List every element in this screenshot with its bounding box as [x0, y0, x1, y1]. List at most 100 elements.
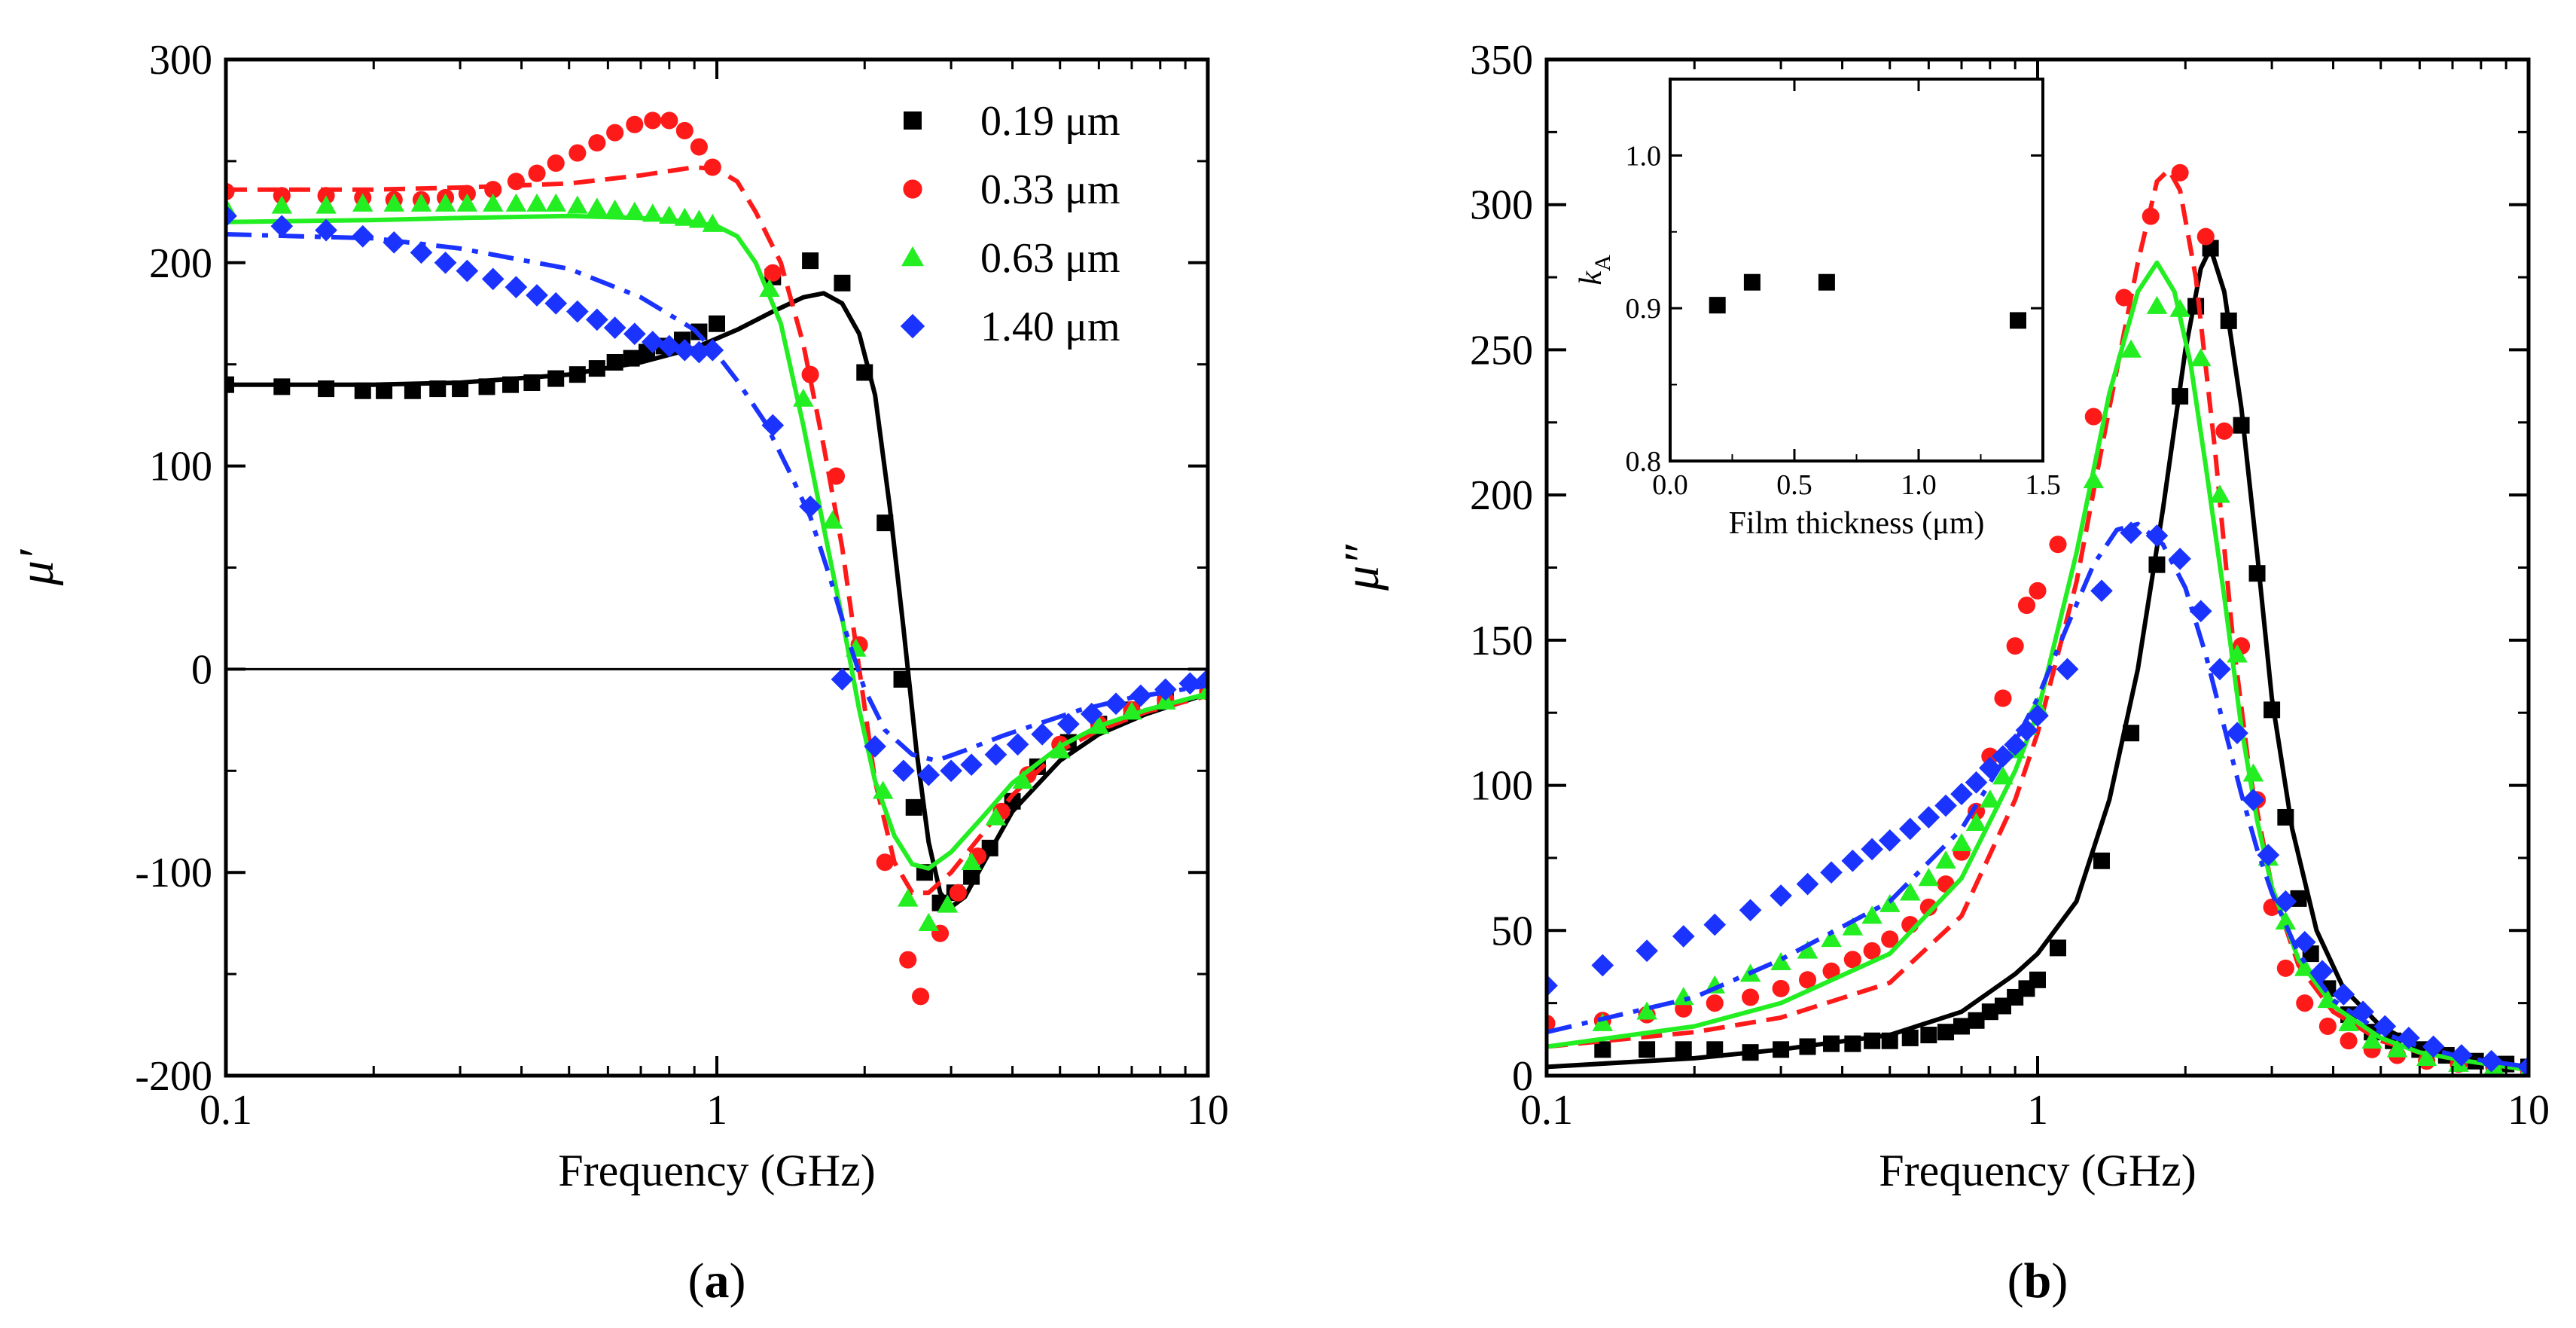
data-point: [2093, 852, 2110, 869]
data-point: [827, 467, 846, 485]
data-point: [1547, 1015, 1556, 1033]
data-point: [673, 338, 697, 362]
chart-panel-a: 0.1 1 10 -200 -100 0 100 200 300 Frequency (GHz) μ…: [9, 37, 1229, 1308]
data-point: [709, 315, 725, 332]
panel-paren-open: (: [688, 1253, 705, 1308]
panel-paren-open: (: [2007, 1253, 2024, 1308]
series-fit-line: [226, 165, 1208, 896]
data-point: [528, 164, 546, 182]
plot-area: [1547, 163, 2529, 1076]
data-point: [502, 376, 520, 393]
data-point: [1861, 905, 1882, 924]
series-140-group: [1547, 521, 2529, 1076]
panel-paren-close: ): [2051, 1253, 2068, 1308]
series-fit-line: [1547, 260, 2529, 1073]
data-point: [1898, 817, 1922, 841]
data-point: [2373, 1015, 2397, 1038]
data-point: [481, 267, 505, 291]
data-point: [918, 912, 939, 931]
data-point: [2277, 808, 2294, 826]
data-point: [226, 376, 234, 393]
data-point: [383, 193, 405, 212]
data-point: [799, 495, 822, 518]
data-point: [674, 207, 696, 226]
data-point: [507, 172, 525, 191]
y-tick-label: 0: [191, 646, 212, 693]
data-point: [984, 743, 1008, 766]
data-point: [1820, 861, 1843, 884]
data-point: [2248, 565, 2266, 582]
data-point: [1056, 713, 1080, 736]
data-point: [2090, 579, 2113, 603]
data-point: [893, 670, 910, 688]
inset-x-tick-label: 1.0: [1901, 469, 1937, 501]
data-point: [478, 378, 495, 395]
data-point: [897, 888, 919, 907]
y-tick-label: 100: [149, 444, 212, 490]
data-point: [1772, 979, 1790, 997]
y-tick-label: 50: [1491, 908, 1533, 954]
y-tick-label: 0: [1512, 1053, 1533, 1100]
data-point: [1937, 1024, 1955, 1041]
data-point: [623, 322, 646, 346]
data-point: [2257, 844, 2280, 866]
data-point: [1672, 987, 1694, 1006]
data-point: [585, 308, 608, 331]
data-point: [1088, 716, 1110, 734]
y-tick-label: 300: [1470, 182, 1533, 229]
data-point: [1864, 1032, 1881, 1049]
data-point: [2311, 960, 2334, 983]
data-point: [2049, 536, 2067, 554]
y-axis-title: μ′: [9, 548, 64, 586]
data-point: [2215, 422, 2233, 440]
data-point: [1592, 1012, 1614, 1031]
data-point: [831, 668, 854, 691]
legend-label: 0.63 μm: [980, 235, 1120, 282]
data-point: [2148, 556, 2166, 573]
data-point: [2146, 295, 2168, 314]
data-point: [2209, 484, 2230, 503]
data-point: [2120, 521, 2142, 545]
data-point: [2226, 722, 2248, 745]
data-point: [876, 514, 894, 532]
data-point: [2242, 763, 2264, 782]
data-point: [1881, 1032, 1898, 1049]
data-point: [834, 274, 851, 292]
data-point: [567, 195, 588, 214]
data-point: [606, 354, 623, 371]
data-point: [526, 193, 547, 212]
inset-chart: 0.0 0.5 1.0 1.5 0.8 0.9 1.0 Film thickness (μm)…: [1574, 78, 2061, 541]
data-point: [351, 224, 374, 248]
data-point: [2171, 163, 2189, 182]
data-point: [1797, 940, 1818, 959]
data-point: [2169, 548, 2191, 570]
data-point: [1953, 1018, 1971, 1035]
x-tick-label: 1: [706, 1087, 727, 1134]
data-point: [569, 144, 587, 162]
data-point: [1770, 884, 1792, 907]
y-tick-label: 300: [149, 37, 212, 84]
inset-x-tick-label: 0.0: [1652, 469, 1688, 501]
data-point: [271, 195, 293, 214]
data-point: [626, 115, 644, 133]
data-point: [2142, 207, 2160, 225]
data-point: [1950, 783, 1973, 805]
data-point: [949, 884, 967, 902]
data-point: [2015, 719, 2038, 742]
data-point: [315, 218, 337, 242]
data-point: [1821, 929, 1842, 948]
data-point: [899, 951, 917, 969]
data-point: [526, 284, 548, 307]
data-point: [1675, 1041, 1692, 1058]
data-point: [1178, 672, 1202, 695]
x-tick-label: 0.1: [200, 1087, 252, 1134]
data-point: [429, 380, 447, 398]
y-axis-title: μ″: [1334, 544, 1389, 591]
data-point: [2209, 658, 2231, 681]
y-tick-label: -100: [135, 850, 212, 896]
data-point: [2049, 939, 2066, 957]
legend-item: 0.63 μm: [901, 235, 1120, 282]
data-point: [1591, 954, 1614, 977]
data-point: [383, 230, 406, 254]
